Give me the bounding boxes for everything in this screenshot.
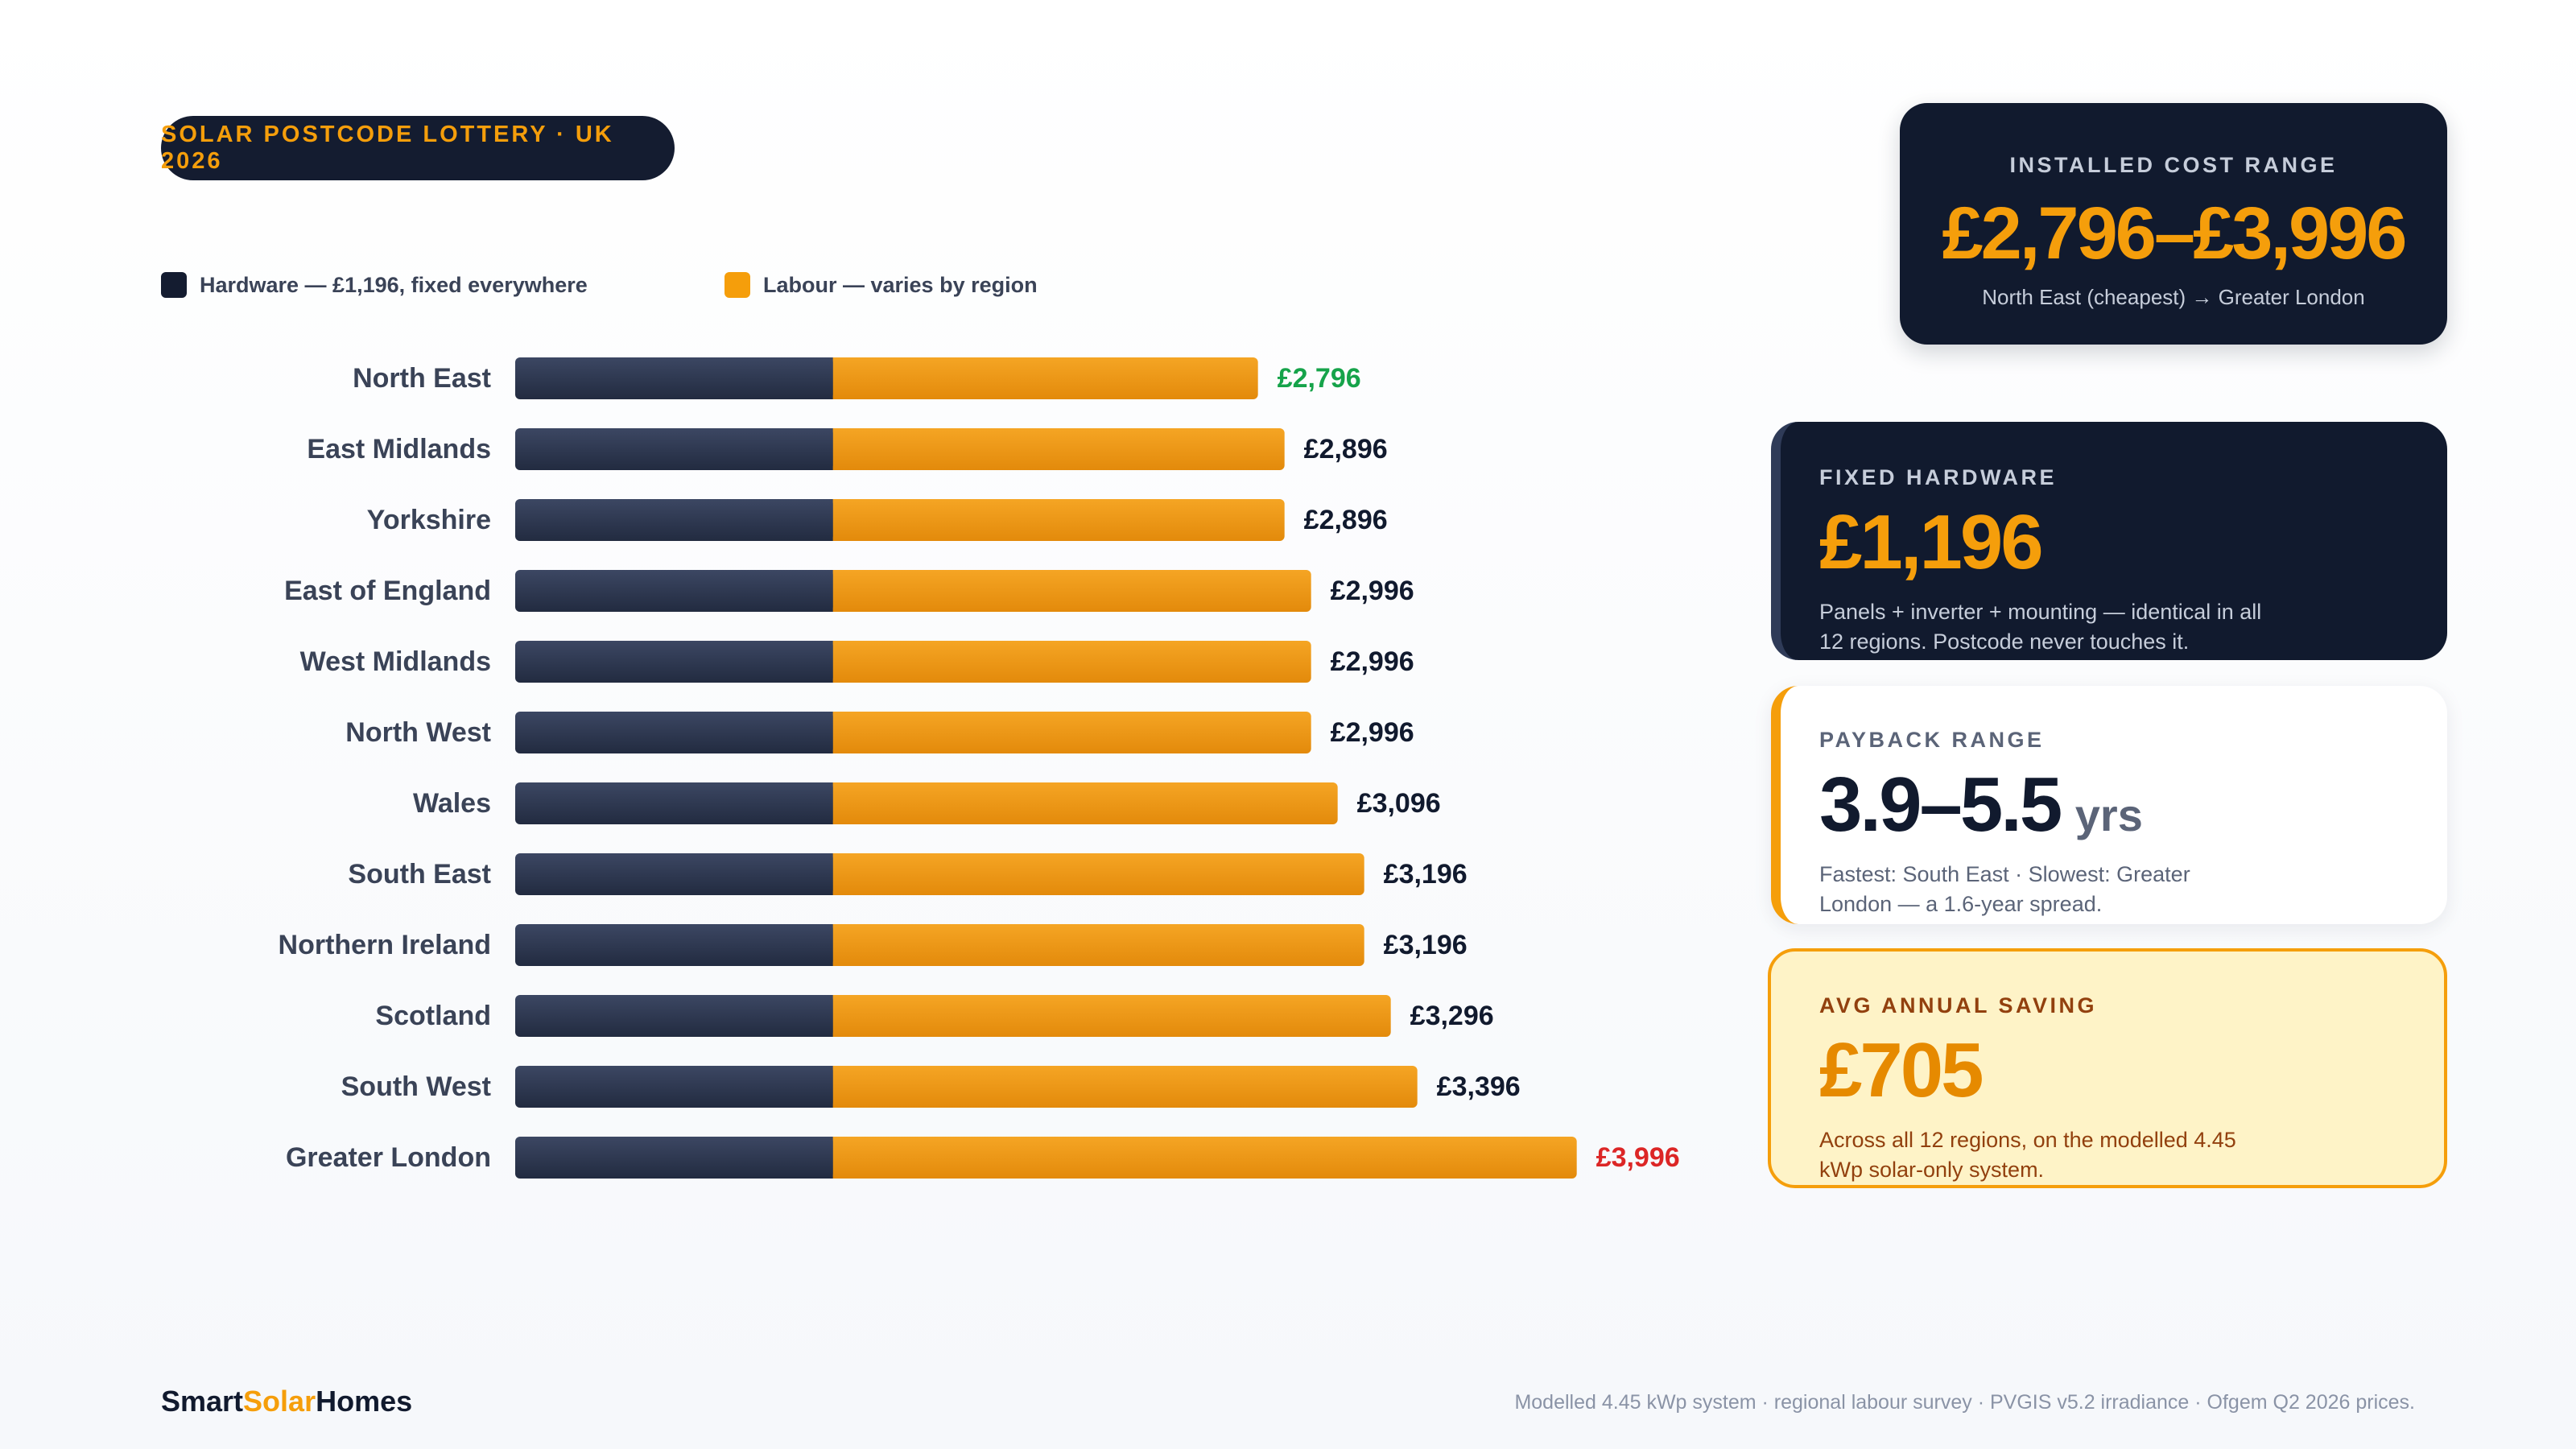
bar-hardware-6 <box>515 782 833 824</box>
legend-label-labour: Labour — varies by region <box>763 272 1038 297</box>
value-label-8: £3,196 <box>1384 930 1468 960</box>
bar-hardware-7 <box>515 853 833 895</box>
bar-labour-9 <box>824 995 1391 1037</box>
brand-part-smart: Smart <box>161 1385 244 1418</box>
value-label-10: £3,396 <box>1437 1071 1521 1102</box>
value-label-7: £3,196 <box>1384 859 1468 890</box>
bar-labour-0 <box>824 357 1258 399</box>
bar-hardware-edge-4 <box>824 641 833 683</box>
brand-part-solar: Solar <box>243 1385 316 1418</box>
bar-hardware-3 <box>515 570 833 612</box>
bar-labour-4 <box>824 641 1311 683</box>
bar-hardware-11 <box>515 1137 833 1179</box>
payback-card: PAYBACK RANGE 3.9–5.5 yrs Fastest: South… <box>1771 686 2447 924</box>
brand-part-homes: Homes <box>316 1385 413 1418</box>
cost-range-value: £2,796–£3,996 <box>1942 192 2408 275</box>
bar-hardware-edge-5 <box>824 712 833 753</box>
bar-hardware-edge-2 <box>824 499 833 541</box>
bar-hardware-1 <box>515 428 833 470</box>
bar-labour-10 <box>824 1066 1418 1108</box>
value-label-2: £2,896 <box>1304 505 1388 535</box>
bar-hardware-4 <box>515 641 833 683</box>
bar-hardware-2 <box>515 499 833 541</box>
annual-saving-label: AVG ANNUAL SAVING <box>1819 993 2098 1018</box>
value-label-1: £2,896 <box>1304 434 1388 464</box>
bar-hardware-edge-9 <box>824 995 833 1037</box>
fixed-hardware-value: £1,196 <box>1819 499 2044 585</box>
category-label-1: East Midlands <box>307 434 491 464</box>
brand-logo: SmartSolarHomes <box>161 1385 412 1418</box>
legend-label-hardware: Hardware — £1,196, fixed everywhere <box>200 272 588 297</box>
bar-hardware-0 <box>515 357 833 399</box>
cost-bar-chart: North East £2,796 East Midlands £2,896 Yorks… <box>279 357 1680 1179</box>
bar-labour-7 <box>824 853 1364 895</box>
category-label-8: Northern Ireland <box>279 930 491 960</box>
value-label-0: £2,796 <box>1278 363 1361 394</box>
bar-labour-11 <box>824 1137 1577 1179</box>
value-label-3: £2,996 <box>1331 576 1414 606</box>
bar-labour-6 <box>824 782 1338 824</box>
value-label-6: £3,096 <box>1357 788 1441 819</box>
value-label-4: £2,996 <box>1331 646 1414 677</box>
bar-hardware-edge-1 <box>824 428 833 470</box>
value-label-5: £2,996 <box>1331 717 1414 748</box>
bar-hardware-9 <box>515 995 833 1037</box>
category-label-5: North West <box>345 717 491 748</box>
category-label-6: Wales <box>413 788 491 819</box>
category-label-0: North East <box>353 363 491 394</box>
payback-unit: yrs <box>2074 790 2143 840</box>
annual-saving-desc: Across all 12 regions, on the modelled 4… <box>1819 1128 2236 1182</box>
category-label-2: Yorkshire <box>367 505 491 535</box>
payback-value-group: 3.9–5.5 yrs <box>1819 766 2143 844</box>
bar-hardware-edge-10 <box>824 1066 833 1108</box>
bar-labour-8 <box>824 924 1364 966</box>
payback-label: PAYBACK RANGE <box>1819 728 2045 752</box>
cost-range-card: INSTALLED COST RANGE £2,796–£3,996 North… <box>1900 103 2447 345</box>
annual-saving-card: AVG ANNUAL SAVING £705 Across all 12 reg… <box>1768 948 2447 1188</box>
category-label-4: West Midlands <box>300 646 491 677</box>
bar-hardware-edge-8 <box>824 924 833 966</box>
bar-labour-5 <box>824 712 1311 753</box>
legend-swatch-labour <box>724 272 750 298</box>
bar-hardware-edge-0 <box>824 357 833 399</box>
payback-desc: Fastest: South East · Slowest: Greater L… <box>1819 862 2190 916</box>
category-label-10: South West <box>341 1071 491 1102</box>
category-label-3: East of England <box>284 576 491 606</box>
category-label-9: Scotland <box>375 1001 491 1031</box>
value-label-11: £3,996 <box>1596 1142 1680 1173</box>
category-label-7: South East <box>348 859 491 890</box>
cost-range-label: INSTALLED COST RANGE <box>2009 153 2338 177</box>
bar-hardware-5 <box>515 712 833 753</box>
bar-hardware-10 <box>515 1066 833 1108</box>
title-badge: SOLAR POSTCODE LOTTERY · UK 2026 <box>161 116 675 180</box>
fixed-hardware-card: FIXED HARDWARE £1,196 Panels + inverter … <box>1771 422 2447 660</box>
legend-item-hardware: Hardware — £1,196, fixed everywhere <box>161 272 588 298</box>
annual-saving-value: £705 <box>1819 1027 1984 1113</box>
footnote: Modelled 4.45 kWp system · regional labo… <box>1514 1391 2415 1414</box>
fixed-hardware-label: FIXED HARDWARE <box>1819 465 2058 489</box>
fixed-hardware-desc: Panels + inverter + mounting — identical… <box>1819 600 2262 654</box>
payback-value: 3.9–5.5 <box>1819 762 2062 848</box>
bar-hardware-edge-11 <box>824 1137 833 1179</box>
category-label-11: Greater London <box>286 1142 491 1173</box>
cost-range-sub: North East (cheapest) → Greater London <box>1982 285 2365 309</box>
bar-labour-3 <box>824 570 1311 612</box>
legend-item-labour: Labour — varies by region <box>724 272 1038 298</box>
value-label-9: £3,296 <box>1410 1001 1494 1031</box>
bar-hardware-edge-6 <box>824 782 833 824</box>
bar-hardware-edge-7 <box>824 853 833 895</box>
bar-labour-1 <box>824 428 1285 470</box>
bar-hardware-8 <box>515 924 833 966</box>
bar-hardware-edge-3 <box>824 570 833 612</box>
legend-swatch-hardware <box>161 272 187 298</box>
bar-labour-2 <box>824 499 1285 541</box>
